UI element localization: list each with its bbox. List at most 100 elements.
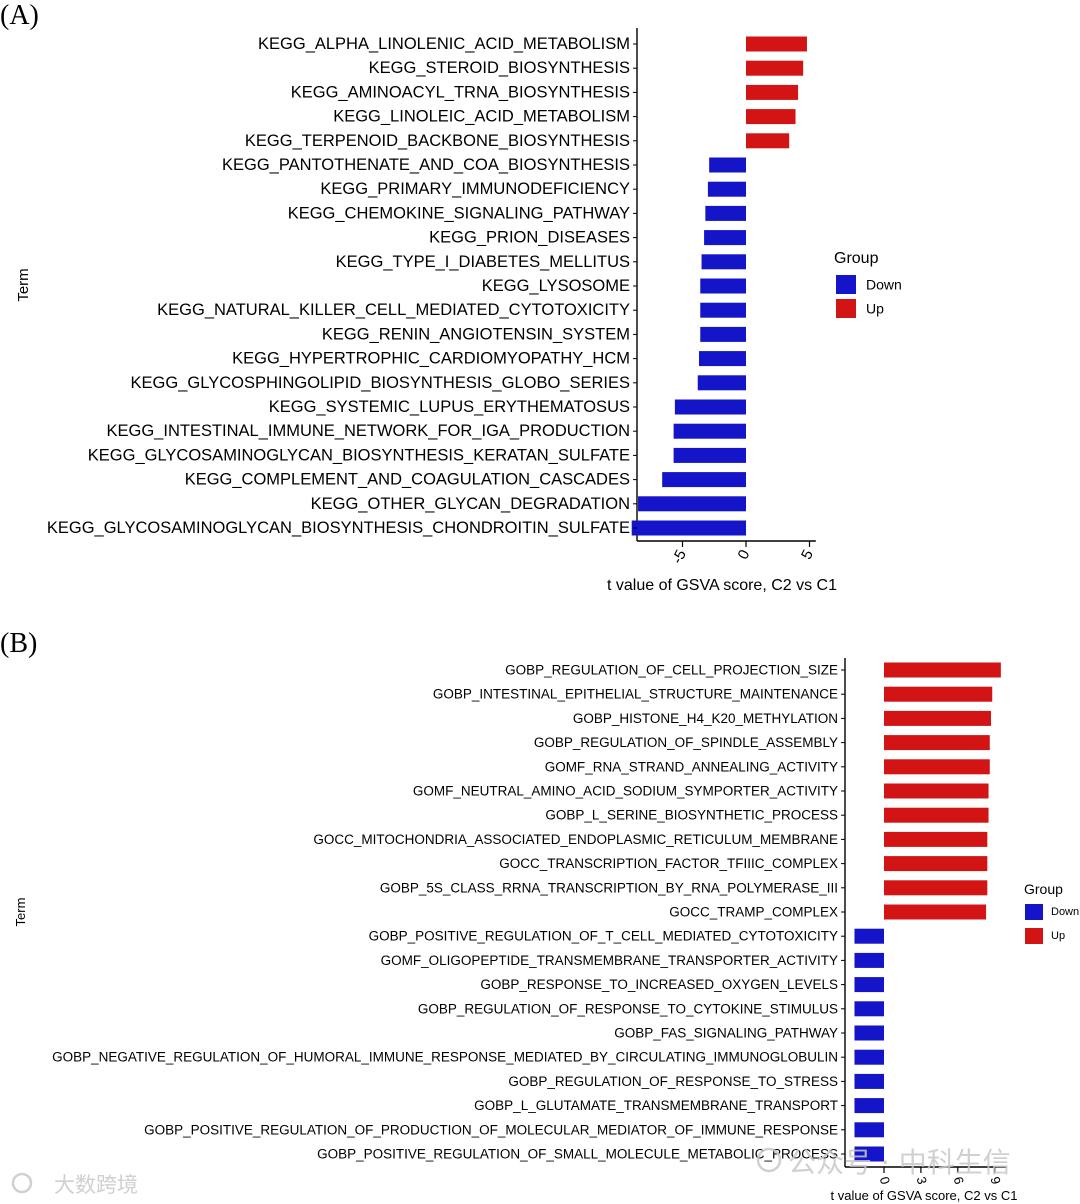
bar bbox=[746, 60, 804, 76]
bar bbox=[699, 351, 746, 367]
term-label: GOMF_RNA_STRAND_ANNEALING_ACTIVITY bbox=[545, 759, 838, 774]
bar bbox=[884, 735, 990, 751]
term-label: KEGG_PRIMARY_IMMUNODEFICIENCY bbox=[320, 180, 630, 198]
term-label: KEGG_LYSOSOME bbox=[482, 277, 630, 295]
term-label: KEGG_GLYCOSAMINOGLYCAN_BIOSYNTHESIS_CHON… bbox=[47, 519, 630, 537]
bar bbox=[700, 326, 746, 342]
x-tick-label: 5 bbox=[798, 547, 817, 562]
bar bbox=[854, 1073, 884, 1089]
panel-tag: (A) bbox=[0, 0, 39, 31]
term-label: KEGG_CHEMOKINE_SIGNALING_PATHWAY bbox=[288, 204, 630, 222]
bar bbox=[884, 710, 992, 726]
bar bbox=[746, 133, 790, 149]
bar bbox=[709, 157, 746, 173]
x-tick-label: 0 bbox=[877, 1175, 893, 1186]
term-label: GOBP_POSITIVE_REGULATION_OF_T_CELL_MEDIA… bbox=[369, 929, 838, 944]
term-label: GOMF_NEUTRAL_AMINO_ACID_SODIUM_SYMPORTER… bbox=[413, 784, 838, 799]
term-label: KEGG_INTESTINAL_IMMUNE_NETWORK_FOR_IGA_P… bbox=[107, 422, 631, 440]
legend-swatch-down bbox=[1025, 904, 1043, 920]
term-label: GOCC_MITOCHONDRIA_ASSOCIATED_ENDOPLASMIC… bbox=[313, 832, 838, 847]
term-label: KEGG_COMPLEMENT_AND_COAGULATION_CASCADES bbox=[185, 471, 630, 489]
term-label: KEGG_NATURAL_KILLER_CELL_MEDIATED_CYTOTO… bbox=[157, 301, 630, 319]
bar bbox=[884, 662, 1001, 678]
term-label: GOCC_TRAMP_COMPLEX bbox=[669, 905, 838, 920]
legend-swatch-up bbox=[836, 299, 856, 318]
term-label: KEGG_RENIN_ANGIOTENSIN_SYSTEM bbox=[322, 325, 630, 343]
term-label: GOBP_POSITIVE_REGULATION_OF_SMALL_MOLECU… bbox=[317, 1147, 838, 1162]
x-tick-label: 9 bbox=[987, 1175, 1003, 1186]
term-label: KEGG_HYPERTROPHIC_CARDIOMYOPATHY_HCM bbox=[232, 350, 630, 368]
x-axis-title: t value of GSVA score, C2 vs C1 bbox=[607, 577, 837, 594]
term-label: KEGG_PRION_DISEASES bbox=[429, 229, 630, 247]
term-label: KEGG_AMINOACYL_TRNA_BIOSYNTHESIS bbox=[291, 83, 630, 101]
bar bbox=[884, 686, 993, 702]
bar bbox=[854, 928, 884, 944]
term-label: KEGG_GLYCOSPHINGOLIPID_BIOSYNTHESIS_GLOB… bbox=[131, 374, 630, 392]
bar bbox=[705, 205, 746, 221]
legend-swatch-down bbox=[836, 275, 856, 294]
bar bbox=[884, 759, 990, 775]
legend-label-up: Up bbox=[866, 301, 884, 317]
term-label: GOBP_POSITIVE_REGULATION_OF_PRODUCTION_O… bbox=[144, 1122, 838, 1137]
term-label: KEGG_LINOLEIC_ACID_METABOLISM bbox=[333, 108, 630, 126]
legend-label-up: Up bbox=[1051, 930, 1065, 942]
term-label: GOBP_FAS_SIGNALING_PATHWAY bbox=[614, 1026, 838, 1041]
bar bbox=[746, 36, 807, 52]
x-tick-label: 3 bbox=[914, 1175, 930, 1186]
bar bbox=[662, 472, 746, 488]
bar bbox=[746, 109, 796, 125]
term-label: KEGG_PANTOTHENATE_AND_COA_BIOSYNTHESIS bbox=[222, 156, 630, 174]
legend-label-down: Down bbox=[866, 277, 902, 293]
bar bbox=[701, 254, 746, 270]
bar bbox=[884, 904, 987, 920]
term-label: GOBP_5S_CLASS_RRNA_TRANSCRIPTION_BY_RNA_… bbox=[380, 880, 838, 895]
bar bbox=[854, 1001, 884, 1017]
panel-tag: (B) bbox=[0, 628, 37, 659]
bar bbox=[854, 1049, 884, 1065]
bar bbox=[854, 952, 884, 968]
term-label: GOBP_NEGATIVE_REGULATION_OF_HUMORAL_IMMU… bbox=[52, 1050, 838, 1065]
bar bbox=[674, 399, 746, 415]
panel-a: (A) KEGG_ALPHA_LINOLENIC_ACID_METABOLISM K… bbox=[0, 0, 902, 594]
term-label: KEGG_STEROID_BIOSYNTHESIS bbox=[369, 59, 630, 77]
bar bbox=[884, 880, 988, 896]
panel-b: (B) GOBP_REGULATION_OF_CELL_PROJECTION_SI… bbox=[0, 628, 1079, 1203]
term-label: KEGG_TYPE_I_DIABETES_MELLITUS bbox=[336, 253, 630, 271]
legend-swatch-up bbox=[1025, 928, 1043, 944]
bar bbox=[884, 831, 988, 847]
x-tick-label: -5 bbox=[669, 547, 690, 567]
term-label: GOBP_HISTONE_H4_K20_METHYLATION bbox=[573, 711, 838, 726]
legend: Group Down Up bbox=[1024, 881, 1079, 944]
bar bbox=[884, 807, 989, 823]
bar bbox=[700, 302, 746, 318]
legend: Group Down Up bbox=[834, 250, 902, 318]
watermark-left-text: 大数跨境 bbox=[54, 1173, 138, 1197]
term-label: GOBP_L_GLUTAMATE_TRANSMEMBRANE_TRANSPORT bbox=[474, 1098, 838, 1113]
bar bbox=[854, 1098, 884, 1114]
x-tick-label: 6 bbox=[951, 1175, 967, 1186]
bar bbox=[638, 496, 746, 512]
term-label: GOBP_REGULATION_OF_RESPONSE_TO_STRESS bbox=[508, 1074, 838, 1089]
bar bbox=[854, 1146, 884, 1162]
bar bbox=[884, 856, 988, 872]
y-axis-title: Term bbox=[15, 268, 32, 301]
term-label: KEGG_GLYCOSAMINOGLYCAN_BIOSYNTHESIS_KERA… bbox=[88, 446, 630, 464]
term-label: GOCC_TRANSCRIPTION_FACTOR_TFIIIC_COMPLEX bbox=[499, 856, 838, 871]
bar bbox=[707, 181, 746, 197]
watermark-logo-icon bbox=[11, 1172, 33, 1194]
x-tick-label: 0 bbox=[735, 547, 754, 562]
wechat-icon bbox=[756, 1147, 782, 1173]
bar bbox=[854, 1122, 884, 1138]
bar bbox=[854, 1025, 884, 1041]
bar bbox=[854, 977, 884, 993]
bar bbox=[884, 783, 989, 799]
term-label: KEGG_ALPHA_LINOLENIC_ACID_METABOLISM bbox=[258, 35, 630, 53]
bar bbox=[673, 423, 746, 439]
term-label: KEGG_OTHER_GLYCAN_DEGRADATION bbox=[311, 495, 630, 513]
watermark-right-text: 公众号 · 中科生信 bbox=[788, 1146, 1011, 1179]
x-axis-title: t value of GSVA score, C2 vs C1 bbox=[831, 1188, 1018, 1203]
legend-title: Group bbox=[1024, 881, 1063, 897]
